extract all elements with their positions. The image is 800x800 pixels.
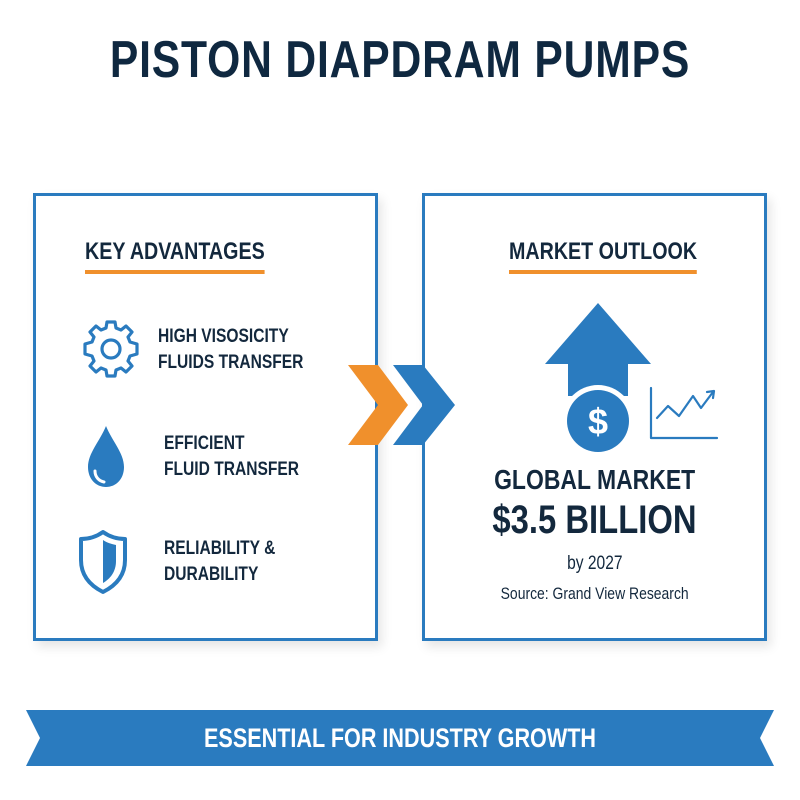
advantage-item-viscosity: HIGH VISOSICITY FLUIDS TRANSFER [76, 314, 366, 384]
advantage-line1: HIGH VISOSICITY [158, 326, 289, 347]
up-arrow-icon [545, 303, 651, 396]
trend-chart-icon [649, 386, 719, 440]
market-source: Source: Grand View Research [500, 584, 689, 603]
advantage-line1: EFFICIENT [164, 433, 245, 454]
dollar-coin-icon: $ [562, 385, 634, 457]
page-title: PISTON DIAPDRAM PUMPS [109, 31, 691, 89]
market-year: by 2027 [566, 553, 623, 574]
advantage-line2: DURABILITY [164, 564, 259, 585]
market-outlook-card: MARKET OUTLOOK $ GLOBAL MARKET $3.5 BILL… [422, 193, 767, 641]
bottom-ribbon-banner: ESSENTIAL FOR INDUSTRY GROWTH [26, 710, 774, 766]
market-value: $3.5 BILLION [492, 498, 697, 542]
key-advantages-card: KEY ADVANTAGES HIGH VISOSICITY FLUIDS TR… [33, 193, 378, 641]
card-heading: KEY ADVANTAGES [85, 238, 265, 274]
advantage-item-efficiency: EFFICIENT FLUID TRANSFER [76, 421, 366, 491]
banner-text: ESSENTIAL FOR INDUSTRY GROWTH [203, 723, 597, 753]
market-growth-illustration: $ [533, 296, 733, 466]
advantage-item-reliability: RELIABILITY & DURABILITY [76, 526, 366, 596]
shield-icon [76, 526, 146, 596]
double-chevron-right-icon [345, 360, 460, 450]
advantage-line2: FLUIDS TRANSFER [158, 352, 304, 373]
gear-icon [76, 314, 146, 384]
advantage-line2: FLUID TRANSFER [164, 459, 300, 480]
svg-text:$: $ [588, 401, 608, 442]
card-heading: MARKET OUTLOOK [509, 238, 698, 274]
market-label: GLOBAL MARKET [493, 464, 696, 495]
water-drop-icon [76, 421, 146, 491]
advantage-line1: RELIABILITY & [164, 538, 276, 559]
